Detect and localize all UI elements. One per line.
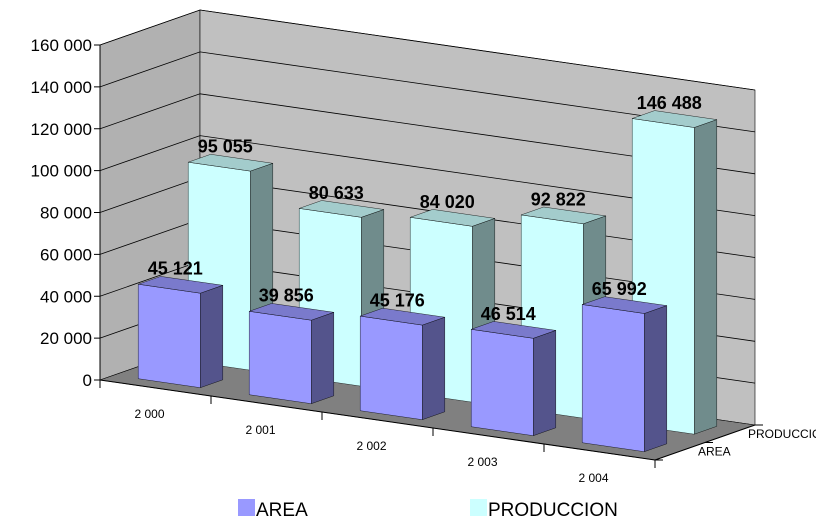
y-tick-label: 40 000 (40, 287, 92, 306)
y-tick-label: 100 000 (31, 162, 92, 181)
bar-top (299, 200, 384, 218)
data-label: 95 055 (198, 137, 253, 157)
gridline (99, 135, 756, 216)
x-tick-label: 2 004 (578, 471, 608, 485)
y-tick-label: 120 000 (31, 120, 92, 139)
bar (582, 304, 645, 452)
bar (137, 283, 201, 388)
bar-top (360, 307, 445, 326)
bar (360, 315, 423, 420)
bar-top (632, 110, 717, 128)
z-tick-label: PRODUCCION (748, 427, 816, 441)
bar (471, 329, 534, 436)
data-label: 65 992 (592, 279, 647, 299)
y-tick-label: 60 000 (40, 245, 92, 264)
x-tick-label: 2 003 (467, 455, 497, 469)
data-label: 45 176 (370, 291, 425, 311)
bar-side (533, 330, 556, 436)
data-label: 146 488 (637, 93, 702, 113)
data-label: 84 020 (420, 192, 475, 212)
x-tick-label: 2 000 (134, 407, 164, 421)
bar-top (521, 206, 606, 225)
bar-top (471, 321, 556, 339)
y-tick-label: 20 000 (40, 329, 92, 348)
z-tick-label: AREA (698, 444, 731, 458)
bar-side (311, 312, 334, 404)
bar-top (582, 296, 667, 314)
x-tick-label: 2 002 (356, 439, 386, 453)
x-tick-label: 2 001 (245, 423, 275, 437)
legend-label: PRODUCCION (488, 500, 618, 519)
legend-swatch (470, 499, 487, 516)
bar-side (422, 316, 445, 420)
legend-label: AREA (256, 500, 308, 519)
category-axis (99, 379, 656, 461)
data-label: 46 514 (481, 304, 536, 324)
bar-side (644, 305, 667, 452)
bar-top (249, 303, 334, 321)
y-tick-label: 80 000 (40, 204, 92, 223)
y-tick-label: 160 000 (31, 36, 92, 55)
bar-side (694, 119, 717, 435)
bar-top (410, 209, 495, 227)
legend-swatch (238, 499, 255, 516)
bar-top (188, 154, 273, 172)
bar (248, 311, 312, 404)
data-label: 39 856 (259, 286, 314, 306)
gridline (99, 9, 756, 91)
bar-side (200, 285, 224, 388)
y-tick-label: 140 000 (31, 78, 92, 97)
y-tick-label: 0 (83, 371, 92, 390)
data-label: 80 633 (309, 183, 364, 203)
gridline (99, 51, 756, 133)
bar-top (138, 276, 223, 294)
data-label: 92 822 (531, 189, 586, 209)
data-label: 45 121 (148, 259, 203, 279)
gridline (99, 93, 756, 175)
